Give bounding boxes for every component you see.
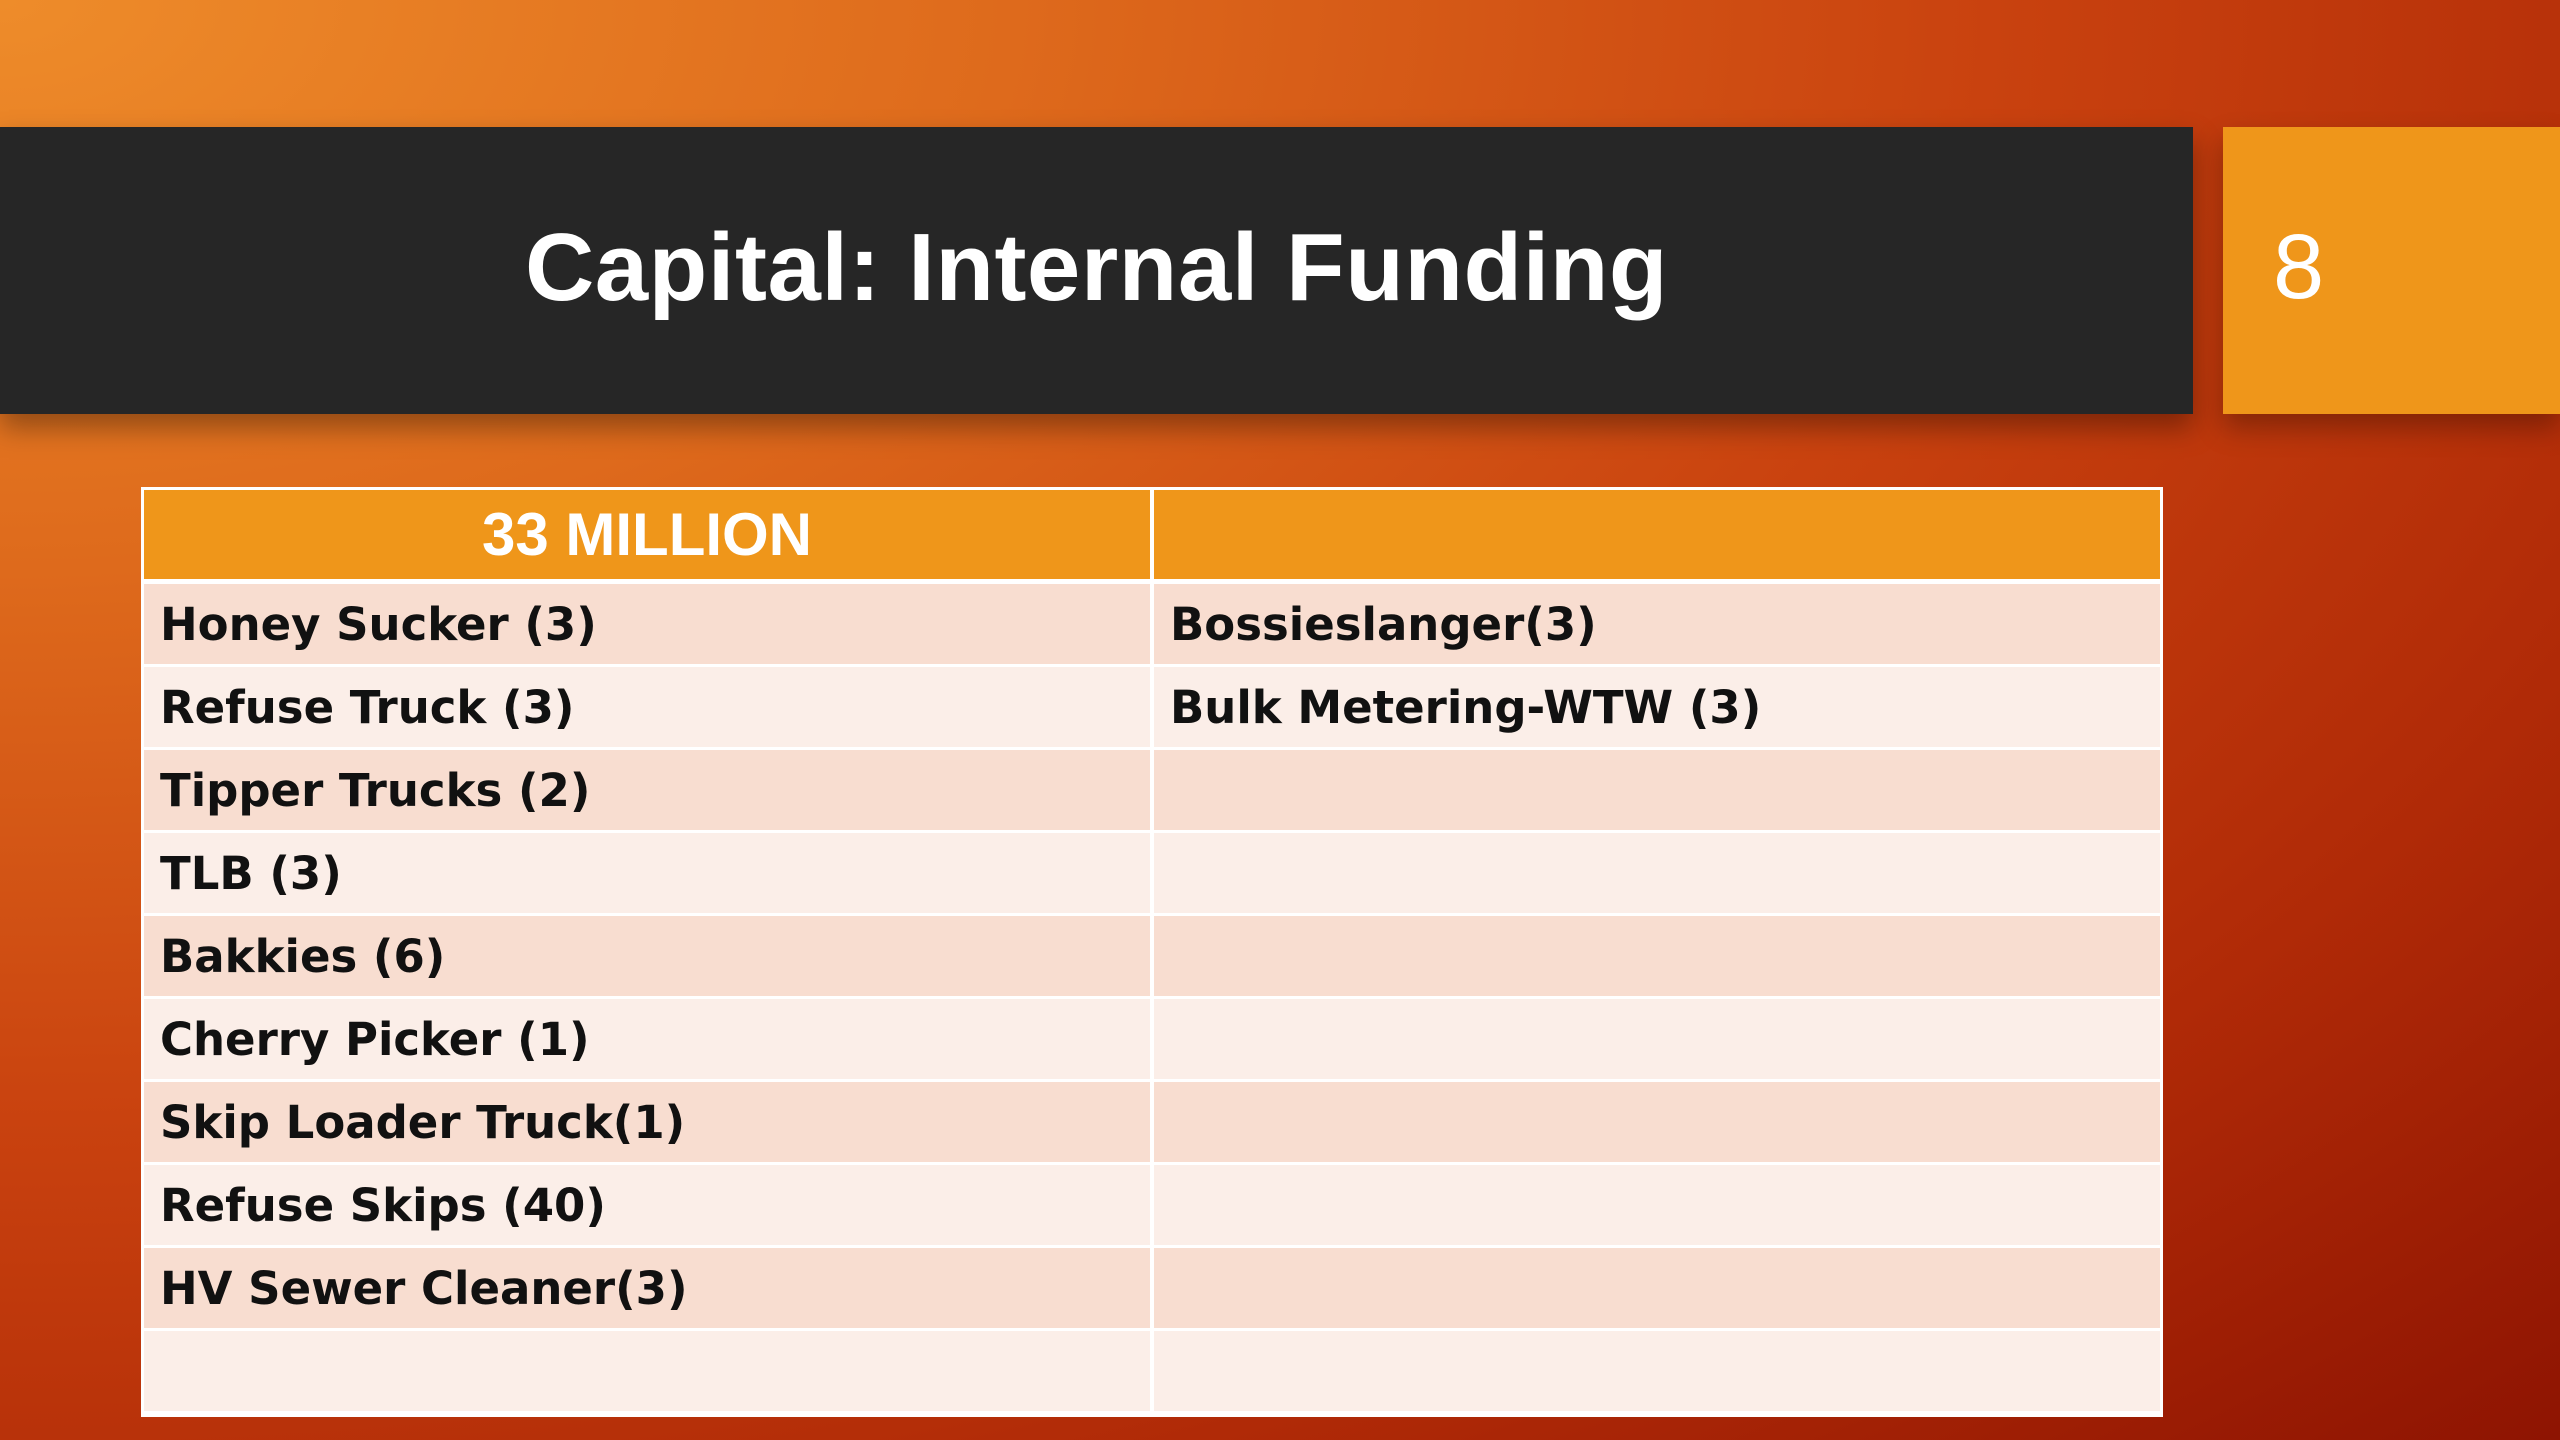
table-cell (1152, 1080, 2160, 1165)
table-cell: Tipper Trucks (2) (144, 748, 1154, 833)
table-row: Honey Sucker (3) Bossieslanger(3) (144, 581, 2160, 667)
table-cell (1152, 1163, 2160, 1248)
table-cell: Bakkies (6) (144, 914, 1154, 999)
table-cell: Cherry Picker (1) (144, 997, 1154, 1082)
table-cell: Skip Loader Truck(1) (144, 1080, 1154, 1165)
page-number: 8 (2273, 216, 2325, 318)
table-row: Refuse Skips (40) (144, 1163, 2160, 1248)
table-row: Cherry Picker (1) (144, 997, 2160, 1082)
funding-table: 33 MILLION Honey Sucker (3) Bossieslange… (144, 490, 2160, 1414)
table-cell (1152, 914, 2160, 999)
table-row: Refuse Truck (3) Bulk Metering-WTW (3) (144, 665, 2160, 750)
table-cell: Honey Sucker (3) (144, 581, 1154, 667)
table-header-cell (1152, 490, 2160, 584)
slide-title: Capital: Internal Funding (524, 213, 1669, 321)
table-cell (1152, 831, 2160, 916)
table-cell: Refuse Skips (40) (144, 1163, 1154, 1248)
funding-table-container: 33 MILLION Honey Sucker (3) Bossieslange… (141, 487, 2163, 1417)
table-cell (1152, 1246, 2160, 1331)
table-row: Bakkies (6) (144, 914, 2160, 999)
page-number-box: 8 (2223, 127, 2560, 414)
table-cell (144, 1329, 1154, 1414)
table-cell: Bossieslanger(3) (1152, 581, 2160, 667)
table-cell: Refuse Truck (3) (144, 665, 1154, 750)
table-row: Tipper Trucks (2) (144, 748, 2160, 833)
table-header-cell: 33 MILLION (144, 490, 1154, 584)
table-row (144, 1329, 2160, 1414)
table-row: TLB (3) (144, 831, 2160, 916)
title-bar: Capital: Internal Funding (0, 127, 2193, 414)
table-row: HV Sewer Cleaner(3) (144, 1246, 2160, 1331)
table-cell: TLB (3) (144, 831, 1154, 916)
table-header-row: 33 MILLION (144, 490, 2160, 584)
table-row: Skip Loader Truck(1) (144, 1080, 2160, 1165)
table-cell (1152, 997, 2160, 1082)
table-cell (1152, 1329, 2160, 1414)
table-cell (1152, 748, 2160, 833)
table-cell: Bulk Metering-WTW (3) (1152, 665, 2160, 750)
table-cell: HV Sewer Cleaner(3) (144, 1246, 1154, 1331)
